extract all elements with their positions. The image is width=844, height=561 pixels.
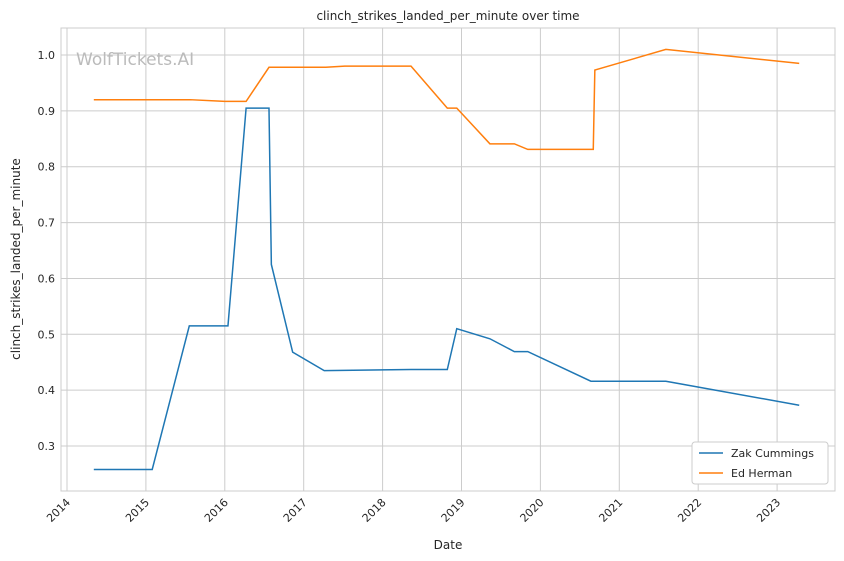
y-tick-label: 0.9 <box>38 105 56 118</box>
y-tick-label: 0.3 <box>38 440 56 453</box>
y-tick-label: 1.0 <box>38 49 56 62</box>
series-line-ed-herman <box>93 48 800 151</box>
x-tick-label: 2022 <box>675 496 704 525</box>
x-tick-label: 2017 <box>281 496 310 525</box>
legend-label: Ed Herman <box>731 467 792 480</box>
y-tick-label: 0.8 <box>38 161 56 174</box>
x-tick-label: 2016 <box>202 496 231 525</box>
watermark: WolfTickets.AI <box>76 50 194 70</box>
chart-title: clinch_strikes_landed_per_minute over ti… <box>316 9 579 23</box>
x-tick-label: 2015 <box>123 496 152 525</box>
x-tick-label: 2021 <box>596 496 625 525</box>
x-axis-label: Date <box>434 538 463 552</box>
series-line-zak-cummings <box>93 107 800 471</box>
x-tick-label: 2023 <box>754 496 783 525</box>
y-axis-label: clinch_strikes_landed_per_minute <box>9 158 23 360</box>
x-tick-label: 2014 <box>44 496 73 525</box>
y-tick-label: 0.5 <box>38 328 56 341</box>
x-tick-label: 2018 <box>360 496 389 525</box>
plot-frame <box>60 27 836 492</box>
y-tick-label: 0.7 <box>38 217 56 230</box>
y-tick-label: 0.6 <box>38 272 56 285</box>
x-tick-label: 2019 <box>439 496 468 525</box>
x-tick-label: 2020 <box>518 496 547 525</box>
y-tick-label: 0.4 <box>38 384 56 397</box>
legend-label: Zak Cummings <box>731 447 814 460</box>
legend: Zak Cummings Ed Herman <box>691 441 829 485</box>
